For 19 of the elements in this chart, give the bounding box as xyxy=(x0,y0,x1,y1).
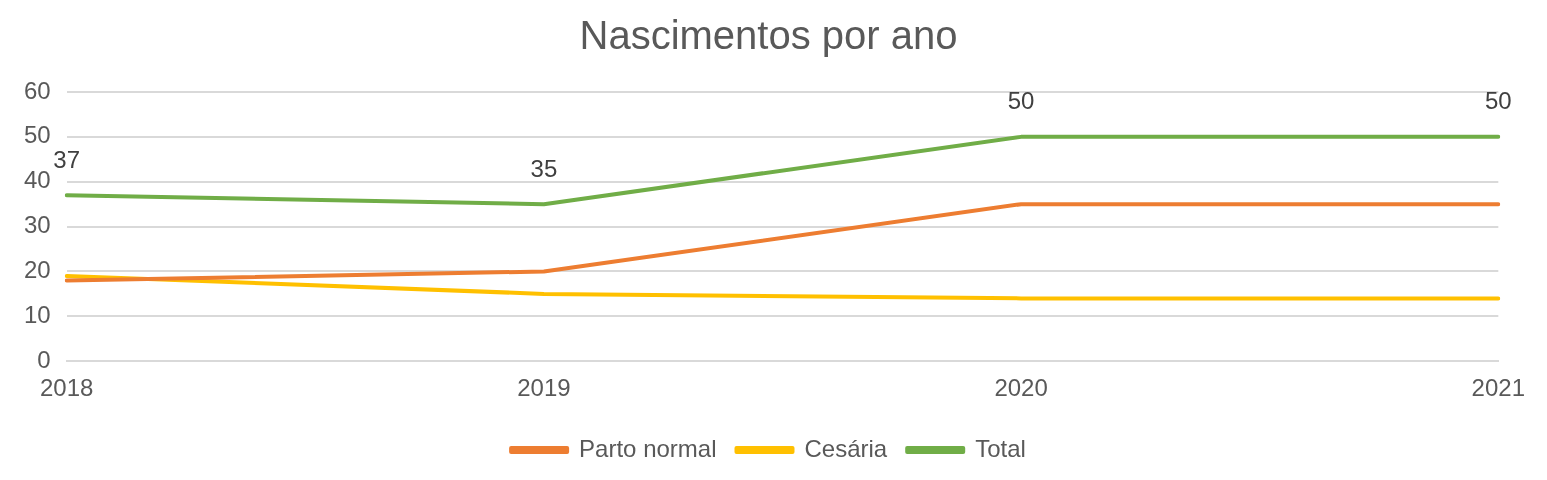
y-tick-label: 20 xyxy=(23,256,51,284)
y-tick-label: 10 xyxy=(23,300,51,328)
legend-label: Total xyxy=(975,434,1026,462)
x-tick-label: 2018 xyxy=(40,374,94,402)
y-tick-label: 30 xyxy=(23,211,51,239)
data-label: 50 xyxy=(1484,87,1512,115)
y-tick-label: 60 xyxy=(23,76,51,104)
data-label: 37 xyxy=(53,145,81,173)
data-label: 35 xyxy=(530,154,558,182)
x-tick-label: 2021 xyxy=(1471,374,1525,402)
legend-label: Cesária xyxy=(804,434,888,462)
chart-title: Nascimentos por ano xyxy=(579,13,958,58)
data-label: 50 xyxy=(1007,87,1035,115)
x-tick-label: 2020 xyxy=(994,374,1048,402)
y-tick-label: 40 xyxy=(23,166,51,194)
legend-label: Parto normal xyxy=(579,434,717,462)
y-tick-label: 50 xyxy=(23,121,51,149)
x-tick-label: 2019 xyxy=(517,374,571,402)
y-tick-label: 0 xyxy=(37,345,51,373)
